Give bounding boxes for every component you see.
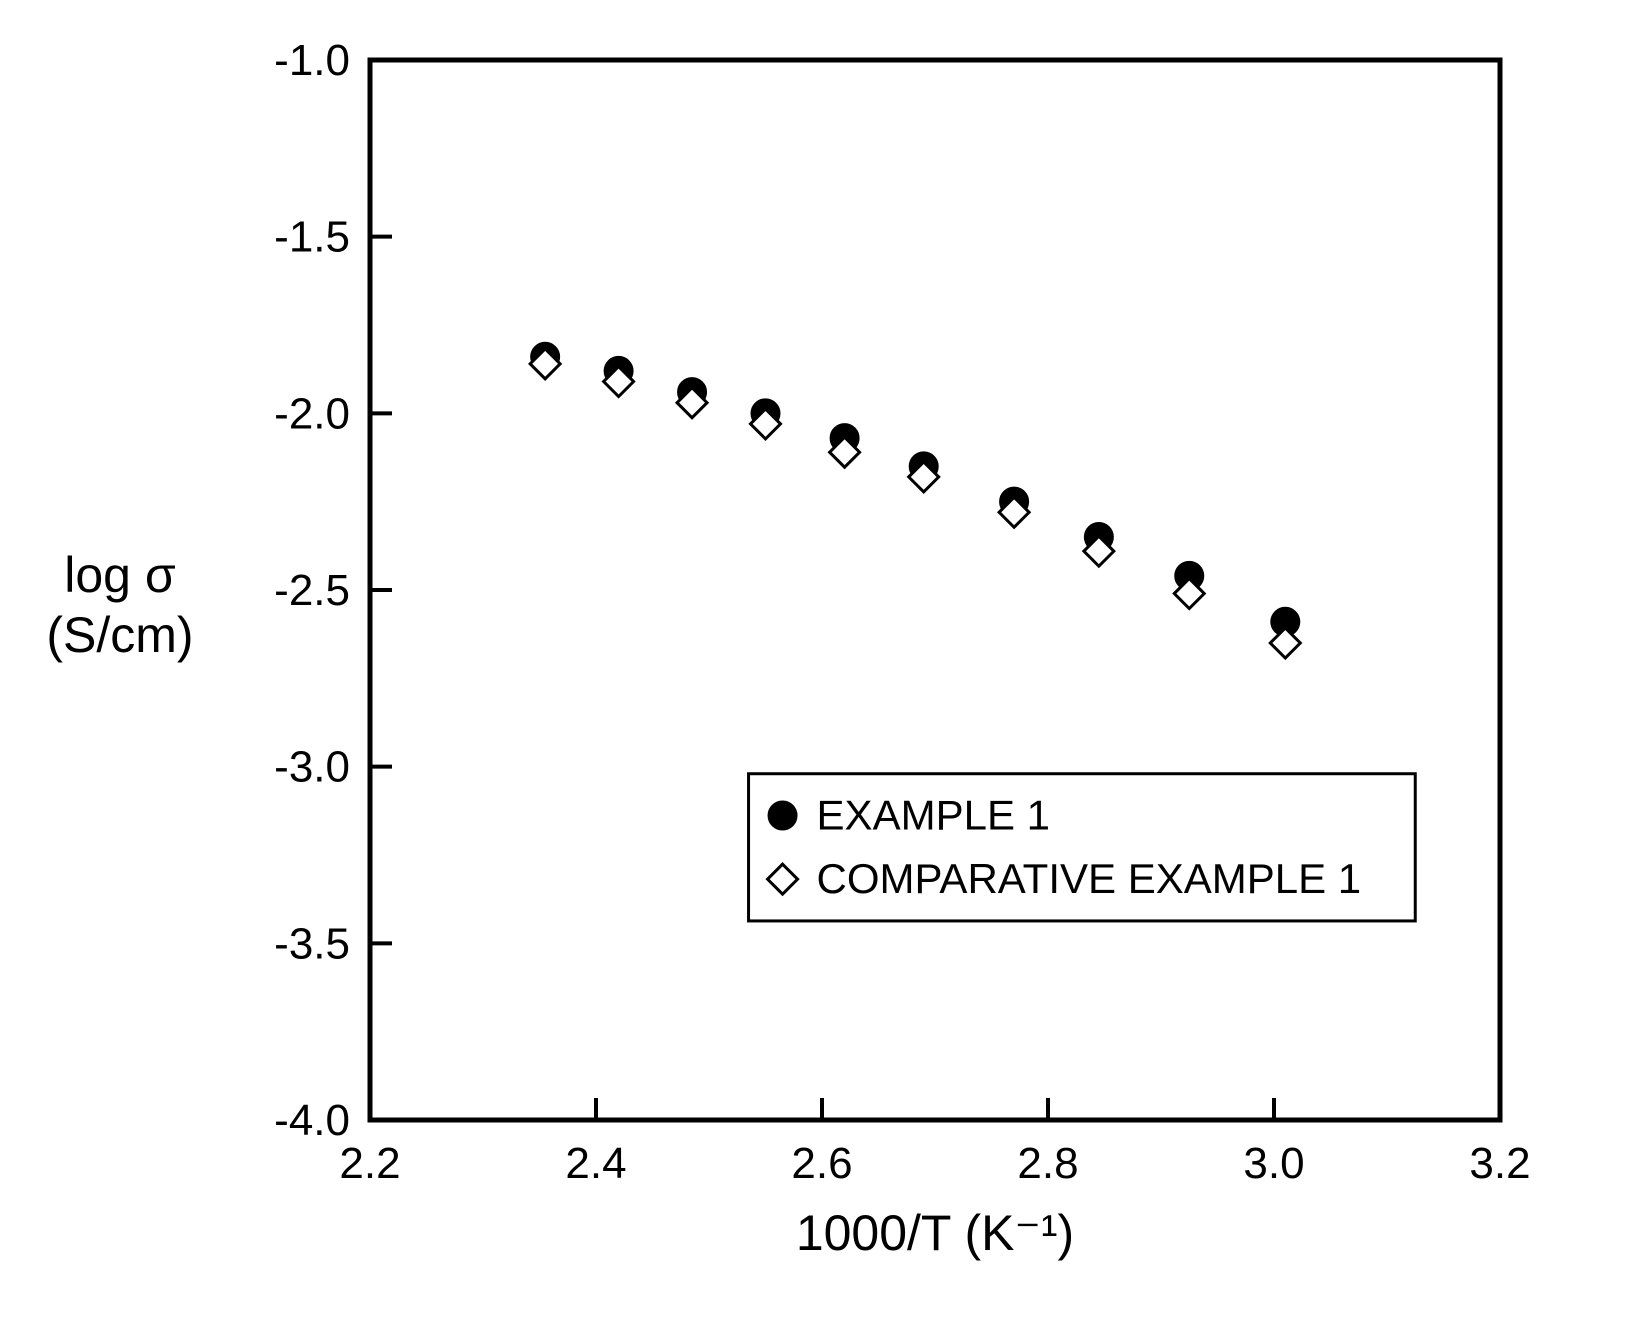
y-tick-label: -3.0 xyxy=(274,743,350,792)
chart-container: 2.2 2.4 2.6 2.8 3.0 3.2 -4.0 -3.5 -3.0 -2.5 -2.0 -1… xyxy=(0,0,1631,1322)
x-tick-label: 2.6 xyxy=(791,1139,852,1188)
y-axis-title-line2: (S/cm) xyxy=(10,605,230,665)
y-tick-label: -1.5 xyxy=(274,213,350,262)
x-tick-label: 3.2 xyxy=(1469,1139,1530,1188)
legend-item-label: COMPARATIVE EXAMPLE 1 xyxy=(817,855,1362,902)
y-tick-label: -2.5 xyxy=(274,566,350,615)
y-tick-label: -1.0 xyxy=(274,36,350,85)
x-tick-label: 3.0 xyxy=(1243,1139,1304,1188)
y-axis-title: log σ (S/cm) xyxy=(10,545,230,665)
chart-svg: 2.2 2.4 2.6 2.8 3.0 3.2 -4.0 -3.5 -3.0 -2.5 -2.0 -1… xyxy=(0,0,1631,1322)
x-tick-label: 2.2 xyxy=(339,1139,400,1188)
y-tick-label: -3.5 xyxy=(274,919,350,968)
x-axis-title: 1000/T (K⁻¹) xyxy=(796,1205,1074,1261)
y-axis-title-line1: log σ xyxy=(10,545,230,605)
legend-item-label: EXAMPLE 1 xyxy=(817,792,1050,839)
y-tick-label: -2.0 xyxy=(274,389,350,438)
x-tick-label: 2.8 xyxy=(1017,1139,1078,1188)
x-tick-label: 2.4 xyxy=(565,1139,626,1188)
data-point xyxy=(769,802,797,830)
y-tick-label: -4.0 xyxy=(274,1096,350,1145)
